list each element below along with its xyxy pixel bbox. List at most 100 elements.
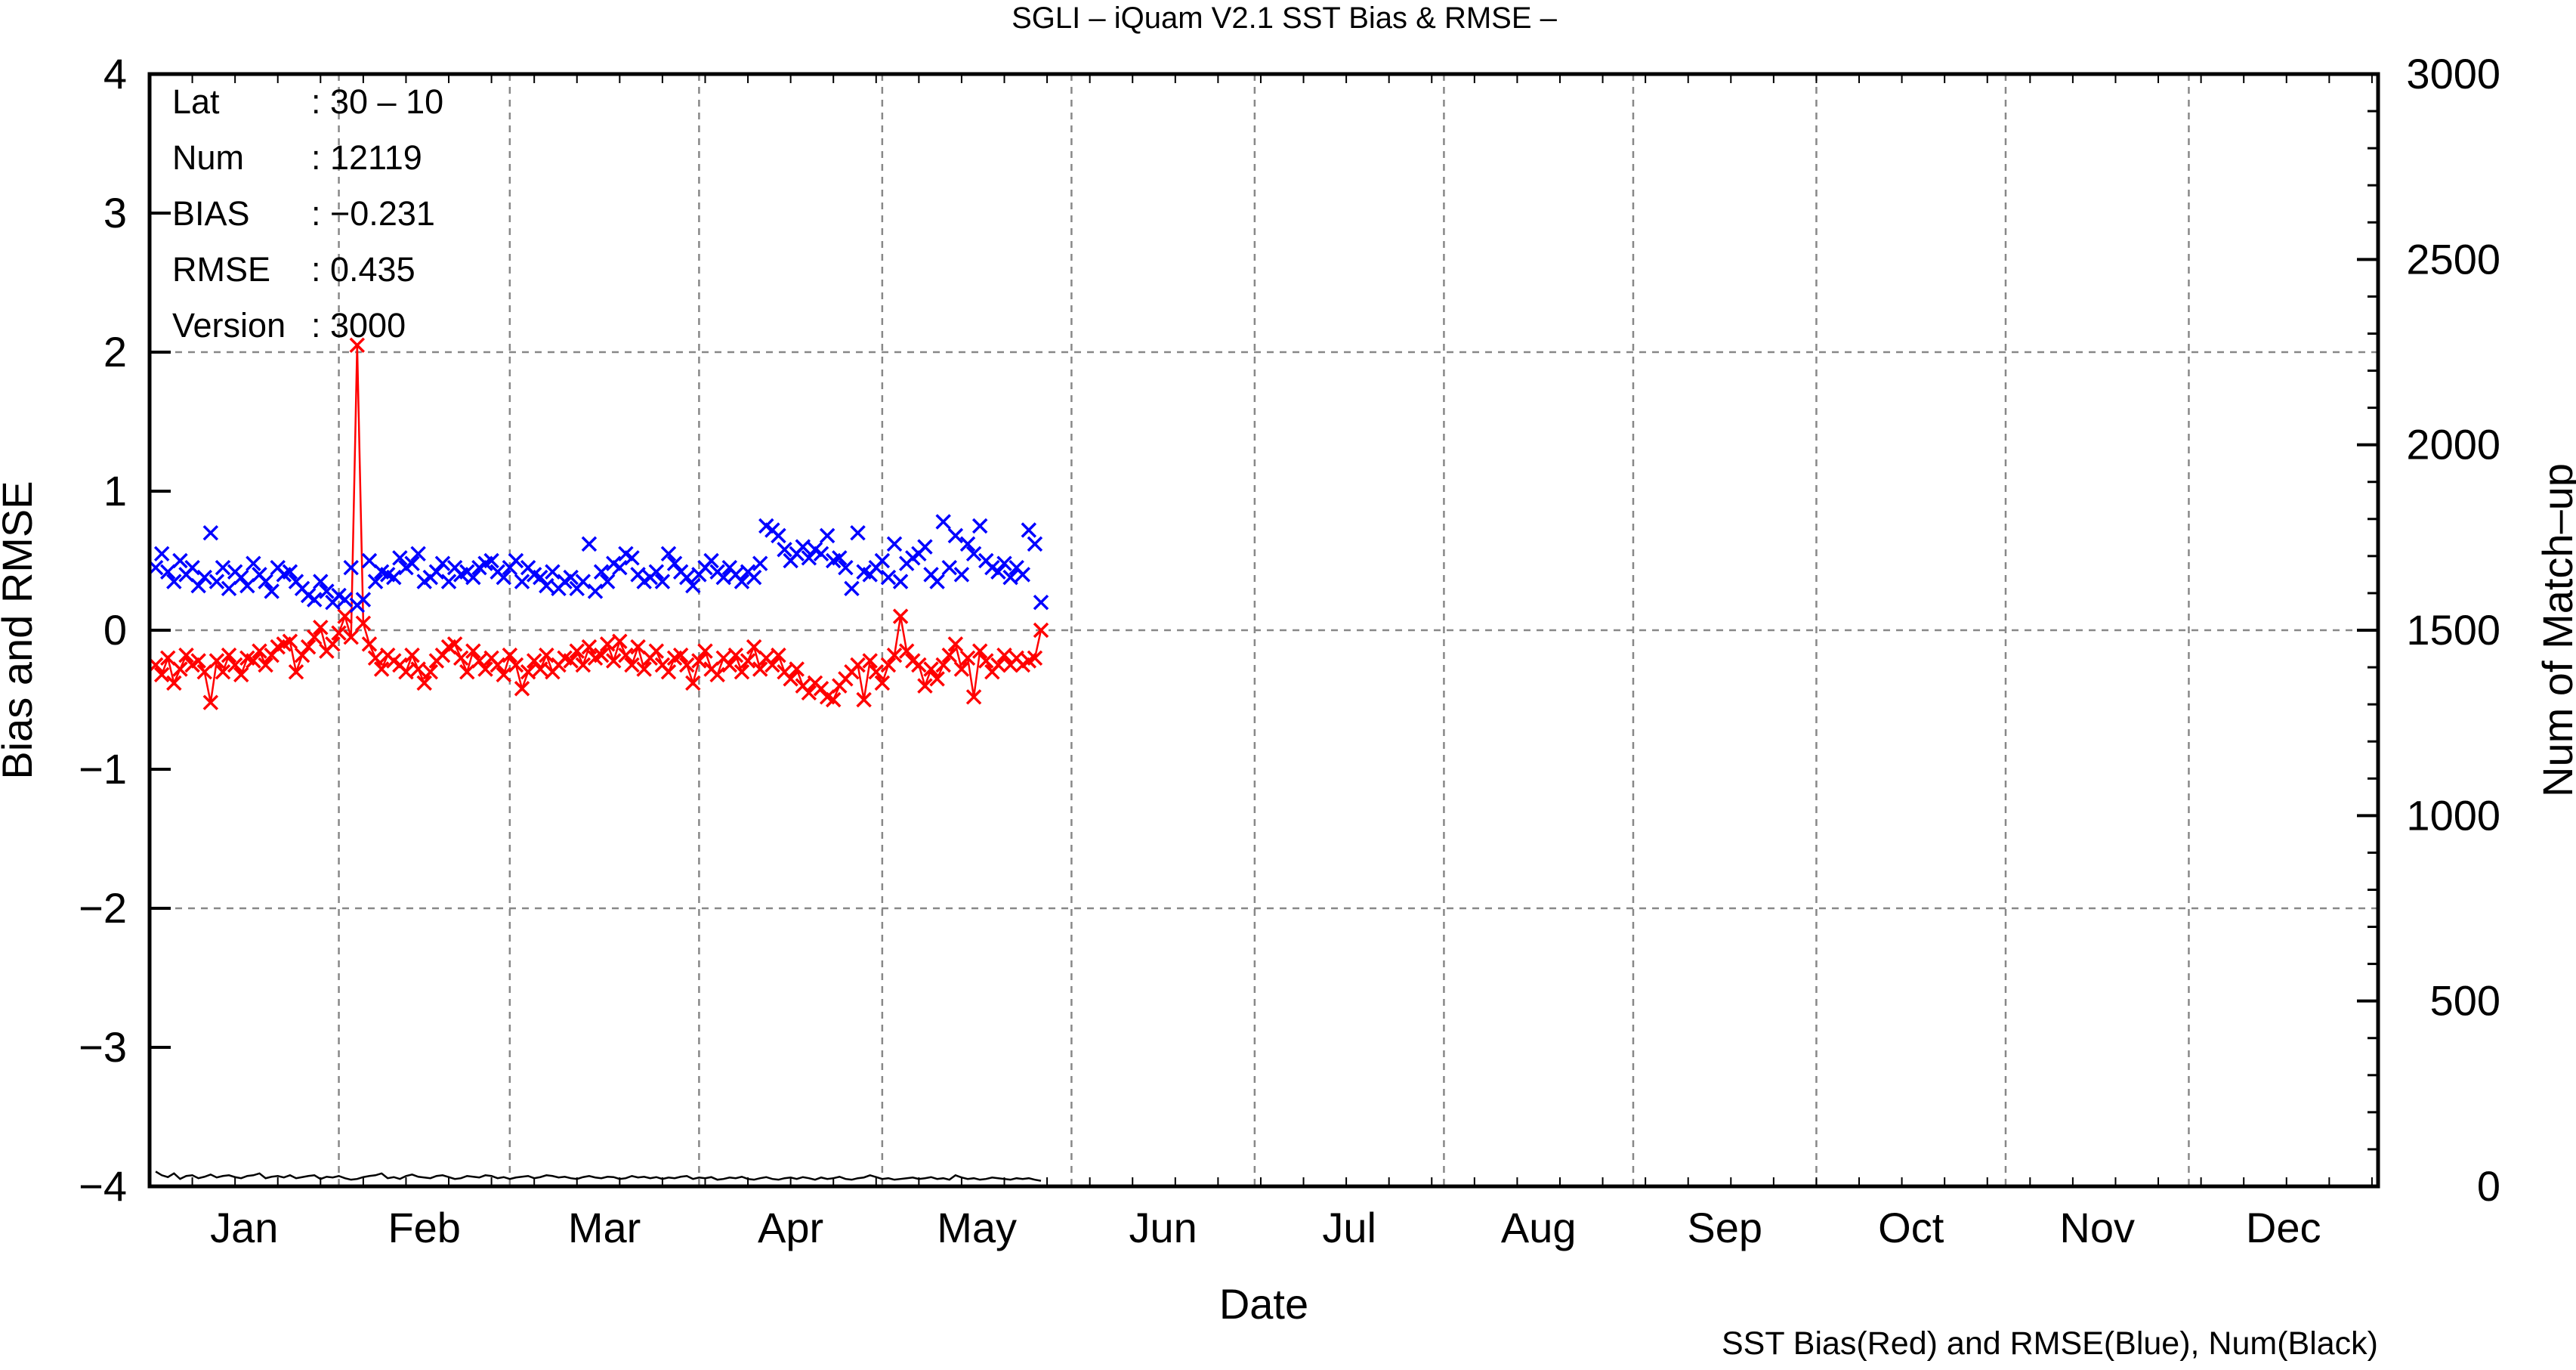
rmse-point — [819, 527, 836, 544]
bias-point — [575, 657, 591, 673]
rmse-point — [929, 574, 945, 589]
chart-title: SGLI – iQuam V2.1 SST Bias & RMSE – — [1012, 2, 1558, 35]
bias-point — [331, 625, 347, 641]
rmse-point — [935, 514, 951, 530]
rmse-point — [1021, 522, 1037, 538]
stat-value: : 0.435 — [311, 250, 415, 289]
rmse-point — [496, 569, 512, 586]
bias-point — [593, 647, 610, 663]
rmse-point — [746, 569, 762, 586]
bias-point — [215, 663, 231, 680]
bias-point — [678, 657, 695, 673]
bias-point — [410, 661, 426, 677]
x-tick-label: May — [937, 1204, 1017, 1251]
bias-point — [990, 657, 1006, 673]
rmse-point — [844, 580, 860, 597]
bias-point — [892, 608, 909, 624]
bias-point — [868, 663, 885, 680]
stat-value: : −0.231 — [311, 194, 435, 233]
bias-point — [886, 647, 903, 663]
bias-point — [947, 636, 964, 652]
bias-point — [813, 681, 829, 697]
legend-footnote: SST Bias(Red) and RMSE(Blue), Num(Black) — [1722, 1325, 2378, 1362]
rmse-point — [246, 555, 261, 571]
bias-point — [612, 633, 628, 649]
x-tick-label: Feb — [388, 1204, 461, 1251]
bias-point — [630, 639, 646, 655]
stat-label: RMSE — [172, 250, 270, 289]
bias-point — [721, 657, 738, 673]
bias-point — [355, 615, 372, 632]
bias-point — [533, 661, 548, 677]
bias-point — [539, 647, 554, 663]
rmse-point — [313, 574, 329, 589]
bias-point — [252, 643, 267, 659]
y-tick-label: 3 — [103, 189, 127, 237]
y-tick-label: 1 — [103, 467, 127, 515]
rmse-point — [575, 574, 591, 589]
y-tick-label: 2 — [103, 328, 127, 376]
rmse-point — [612, 559, 628, 576]
bias-point — [227, 657, 243, 673]
rmse-point — [965, 546, 982, 562]
rmse-point — [874, 552, 891, 569]
y2-tick-label: 0 — [2477, 1162, 2500, 1210]
bias-point — [313, 620, 329, 636]
rmse-point — [367, 574, 384, 589]
bias-point — [996, 647, 1012, 663]
stat-value: : 3000 — [311, 306, 406, 345]
rmse-point — [196, 569, 212, 586]
bias-point — [618, 647, 634, 663]
bias-point — [361, 636, 378, 652]
bias-point — [508, 657, 524, 673]
bias-point — [446, 636, 463, 652]
rmse-point — [715, 569, 731, 586]
rmse-point — [166, 574, 182, 589]
rmse-point — [801, 550, 817, 566]
y2-tick-label: 3000 — [2406, 50, 2500, 97]
bias-point — [202, 694, 219, 710]
bias-point — [264, 647, 280, 663]
bias-point — [563, 653, 579, 669]
bias-point — [917, 678, 933, 694]
rmse-point — [184, 559, 200, 576]
rmse-point — [941, 559, 958, 576]
rmse-point — [410, 546, 426, 562]
bias-point — [709, 666, 725, 683]
x-tick-label: Oct — [1878, 1204, 1944, 1251]
y-tick-label: −2 — [79, 884, 127, 932]
rmse-point — [685, 577, 701, 594]
bias-point — [764, 657, 780, 673]
bias-point — [288, 663, 304, 680]
rmse-point — [838, 559, 854, 576]
x-axis-label: Date — [1219, 1280, 1308, 1328]
bias-point — [789, 661, 805, 677]
bias-point — [862, 653, 878, 669]
bias-point — [373, 661, 390, 677]
rmse-point — [599, 574, 616, 589]
rmse-point — [215, 559, 231, 576]
bias-point — [978, 653, 994, 669]
bias-point — [929, 671, 945, 687]
rmse-point — [404, 555, 420, 571]
rmse-point — [892, 574, 909, 589]
rmse-point — [483, 552, 499, 569]
bias-point — [898, 643, 915, 659]
rmse-point — [208, 574, 225, 589]
bias-point — [648, 643, 665, 659]
bias-point — [502, 647, 518, 663]
bias-point — [825, 691, 842, 708]
bias-point — [452, 650, 469, 666]
bias-point — [294, 647, 310, 663]
bias-point — [471, 653, 487, 669]
rmse-point — [465, 569, 481, 586]
y-tick-label: −4 — [79, 1162, 127, 1210]
rmse-point — [771, 527, 786, 544]
bias-point — [783, 671, 798, 687]
stat-label: Lat — [172, 82, 220, 121]
rmse-point — [813, 546, 829, 562]
bias-point — [300, 639, 317, 655]
rmse-point — [153, 546, 170, 562]
bias-point — [801, 685, 817, 701]
x-axis-month-labels: Jan Feb Mar Apr May Jun Jul Aug Sep Oct Nov Dec — [210, 1204, 2321, 1251]
